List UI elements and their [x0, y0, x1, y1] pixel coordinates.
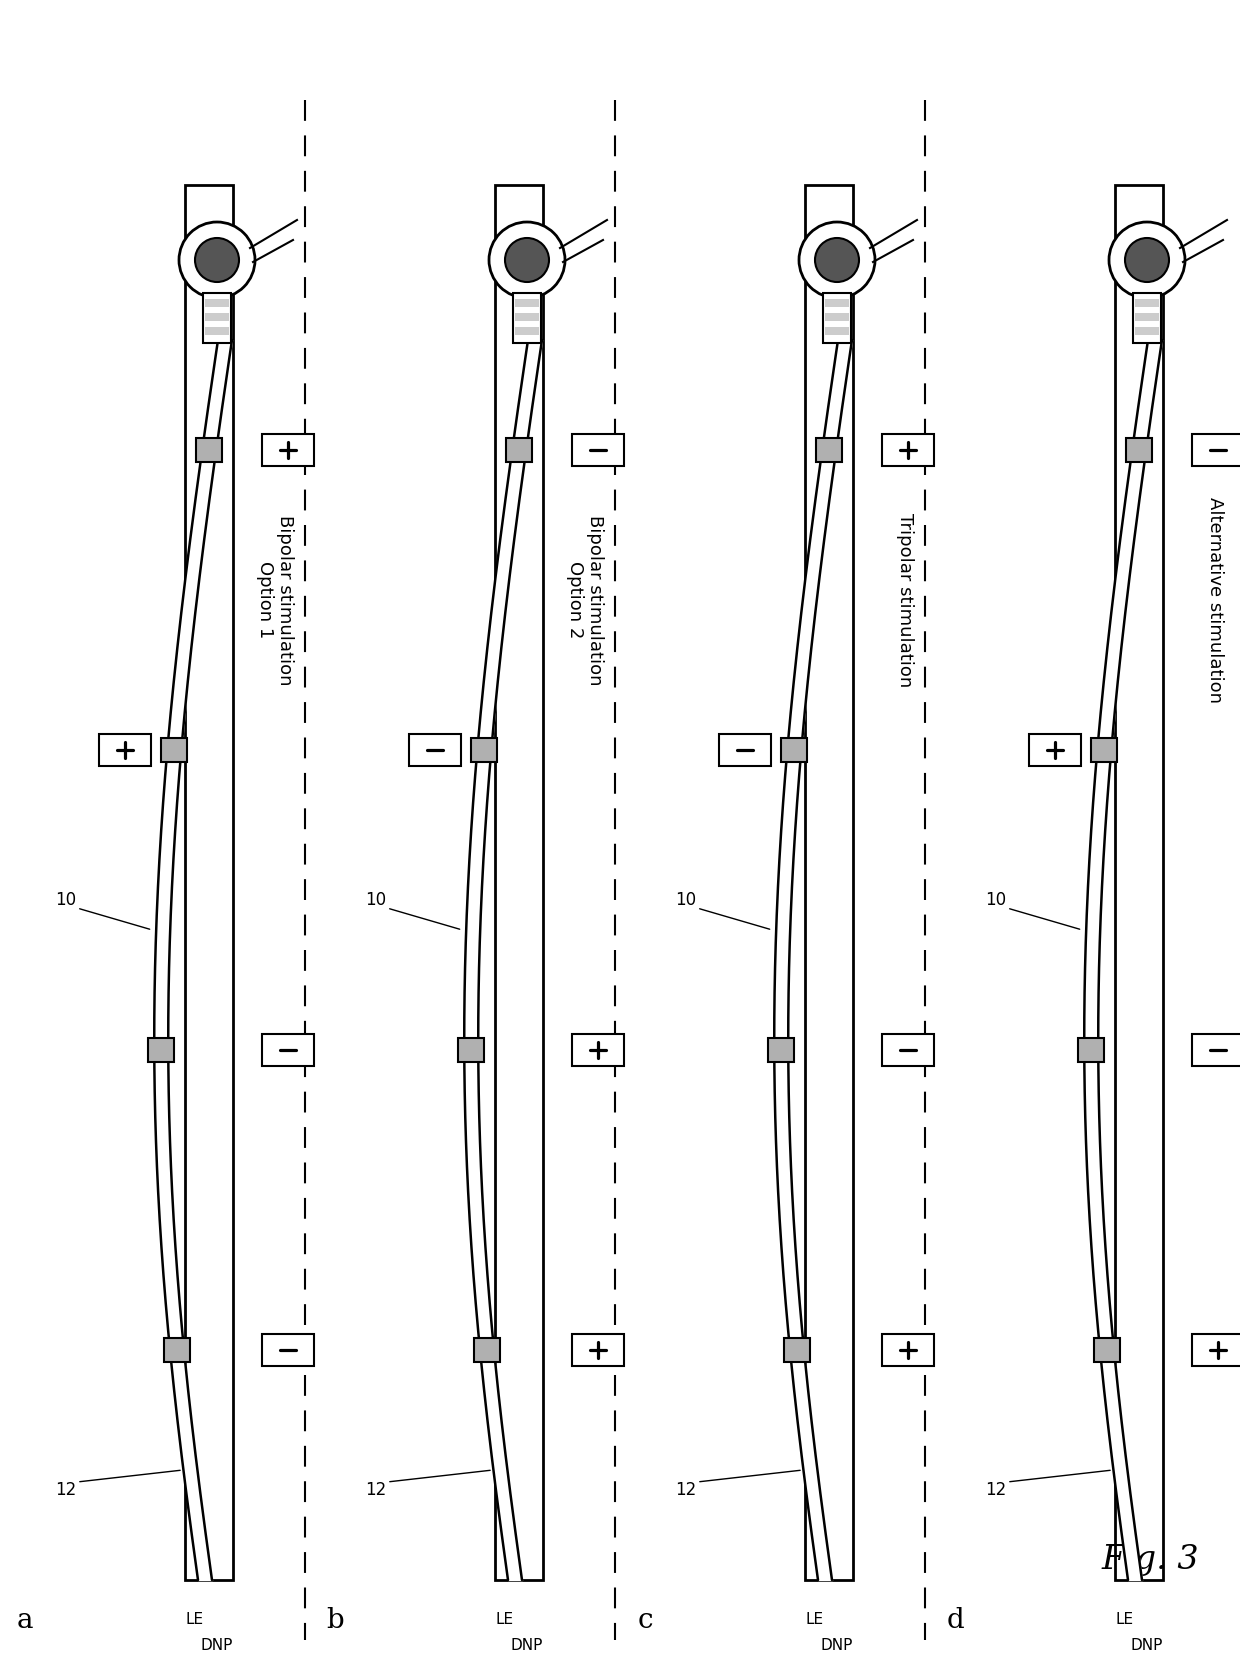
Text: DNP: DNP [201, 1638, 233, 1653]
Bar [1079, 1037, 1105, 1063]
Bar [882, 1034, 934, 1066]
Bar [1135, 314, 1159, 320]
Bar [882, 1334, 934, 1366]
Circle shape [815, 239, 859, 282]
Bar [784, 1338, 810, 1363]
Bar [816, 439, 842, 462]
Bar [825, 327, 849, 335]
Text: 12: 12 [55, 1481, 76, 1500]
Bar [471, 737, 497, 762]
Bar [882, 434, 934, 465]
Circle shape [195, 239, 239, 282]
Circle shape [179, 222, 255, 299]
Bar [1135, 327, 1159, 335]
Bar [515, 314, 539, 320]
Circle shape [489, 222, 565, 299]
Text: LE: LE [186, 1613, 205, 1628]
Bar [1192, 434, 1240, 465]
Bar [572, 434, 624, 465]
Bar [719, 734, 771, 766]
Text: 10: 10 [55, 891, 76, 909]
Text: LE: LE [496, 1613, 515, 1628]
Circle shape [799, 222, 875, 299]
Bar [823, 294, 851, 344]
Text: b: b [326, 1606, 343, 1633]
Bar [161, 737, 187, 762]
Bar [185, 185, 233, 1580]
Bar [262, 1334, 314, 1366]
Text: Tripolar stimulation: Tripolar stimulation [897, 512, 914, 687]
Text: a: a [17, 1606, 33, 1633]
Bar [781, 737, 807, 762]
Bar [196, 439, 222, 462]
Bar [205, 314, 229, 320]
Bar [1029, 734, 1081, 766]
Bar [825, 299, 849, 307]
Bar [1192, 1334, 1240, 1366]
Bar [164, 1338, 190, 1363]
Bar [1091, 737, 1117, 762]
Bar [474, 1338, 500, 1363]
Bar [1192, 1034, 1240, 1066]
Bar [495, 185, 543, 1580]
Text: 10: 10 [675, 891, 696, 909]
Text: DNP: DNP [511, 1638, 543, 1653]
Circle shape [1109, 222, 1185, 299]
Bar [515, 327, 539, 335]
Bar [769, 1037, 795, 1063]
Text: 10: 10 [365, 891, 386, 909]
Bar [1126, 439, 1152, 462]
Text: 12: 12 [365, 1481, 386, 1500]
Circle shape [505, 239, 549, 282]
Bar [262, 1034, 314, 1066]
Bar [262, 434, 314, 465]
Circle shape [1125, 239, 1169, 282]
Bar [459, 1037, 485, 1063]
Text: 12: 12 [985, 1481, 1006, 1500]
Bar [515, 299, 539, 307]
Text: LE: LE [1116, 1613, 1135, 1628]
Bar [203, 294, 231, 344]
Text: Bipolar stimulation: Bipolar stimulation [587, 515, 604, 686]
Text: d: d [946, 1606, 963, 1633]
Text: c: c [637, 1606, 652, 1633]
Text: LE: LE [806, 1613, 825, 1628]
Bar [1133, 294, 1161, 344]
Text: Fig. 3: Fig. 3 [1101, 1545, 1199, 1576]
Bar [409, 734, 461, 766]
Bar [805, 185, 853, 1580]
Text: Alternative stimulation: Alternative stimulation [1207, 497, 1224, 702]
Bar [572, 1034, 624, 1066]
Bar [572, 1334, 624, 1366]
Text: Bipolar stimulation: Bipolar stimulation [277, 515, 294, 686]
Bar [513, 294, 541, 344]
Bar [1135, 299, 1159, 307]
Bar [506, 439, 532, 462]
Bar [205, 327, 229, 335]
Bar [205, 299, 229, 307]
Text: DNP: DNP [821, 1638, 853, 1653]
Bar [149, 1037, 175, 1063]
Bar [1115, 185, 1163, 1580]
Text: Option 1: Option 1 [255, 562, 274, 639]
Bar [99, 734, 151, 766]
Text: 10: 10 [985, 891, 1006, 909]
Bar [1094, 1338, 1120, 1363]
Text: Option 2: Option 2 [565, 562, 584, 639]
Text: DNP: DNP [1131, 1638, 1163, 1653]
Text: 12: 12 [675, 1481, 696, 1500]
Bar [825, 314, 849, 320]
